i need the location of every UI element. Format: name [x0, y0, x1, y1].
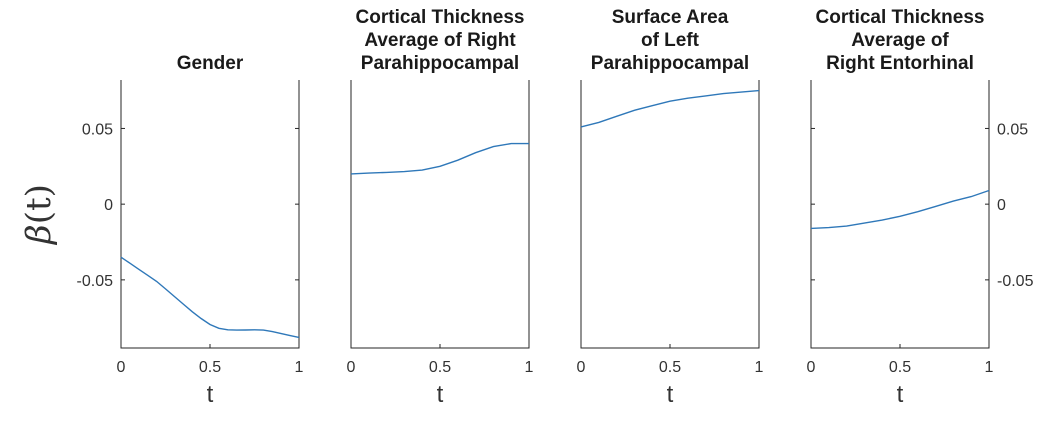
- series-line: [120, 256, 300, 339]
- x-axis-label: t: [207, 381, 214, 408]
- panel-3: Surface Area of Left Parahippocampal 0 0.5 1 t: [577, 7, 764, 408]
- panel-title-line: of Left: [641, 30, 700, 51]
- x-tick-label: 0.5: [429, 359, 451, 376]
- panel-title-line: Right Entorhinal: [826, 53, 974, 74]
- panel-title-line: Parahippocampal: [361, 53, 519, 74]
- panel-title: Cortical Thickness Average of Right Parahi…: [356, 7, 525, 74]
- panel-title-line: Cortical Thickness: [816, 7, 985, 28]
- x-tick-label: 1: [755, 359, 764, 376]
- series-line: [350, 142, 529, 175]
- y-tick-label: -0.05: [77, 273, 114, 290]
- axes-frame: [580, 80, 760, 349]
- series-line: [810, 189, 990, 230]
- x-tick-label: 0.5: [199, 359, 221, 376]
- axes-frame: [350, 80, 530, 349]
- panel-title-line: Cortical Thickness: [356, 7, 525, 28]
- panel-title-line: Average of: [851, 30, 949, 51]
- panel-2: Cortical Thickness Average of Right Parahi…: [347, 7, 534, 408]
- axes-frame: [810, 80, 990, 349]
- panel-1: Gender 0 0.5 1 0.05 0 -0.05 t: [77, 53, 304, 408]
- x-tick-label: 0: [577, 359, 586, 376]
- y-tick-label: 0: [997, 197, 1006, 214]
- y-axis-label: β(t): [19, 184, 59, 246]
- series-line: [580, 89, 760, 128]
- y-tick-label: 0: [104, 197, 113, 214]
- x-tick-label: 0: [807, 359, 816, 376]
- x-tick-label: 0: [117, 359, 126, 376]
- panel-title-line: Average of Right: [364, 30, 516, 51]
- panel-title-line: Parahippocampal: [591, 53, 749, 74]
- panel-title: Cortical Thickness Average of Right Entorh…: [816, 7, 985, 74]
- x-tick-label: 1: [525, 359, 534, 376]
- y-axis-label-symbol: β: [19, 224, 59, 246]
- x-tick-label: 0: [347, 359, 356, 376]
- x-tick-label: 1: [985, 359, 994, 376]
- x-tick-label: 0.5: [659, 359, 681, 376]
- panel-title-line: Gender: [177, 53, 244, 74]
- y-axis-label-arg: (t): [19, 184, 59, 224]
- panel-title-line: Surface Area: [612, 7, 729, 28]
- x-axis-label: t: [667, 381, 674, 408]
- y-tick-label: 0.05: [997, 121, 1028, 138]
- y-tick-label: 0.05: [82, 121, 113, 138]
- panel-title: Gender: [177, 53, 244, 74]
- panels: Gender 0 0.5 1 0.05 0 -0.05 t Cortical Thickness…: [77, 7, 1034, 408]
- panel-4: Cortical Thickness Average of Right Entorh…: [807, 7, 1034, 408]
- x-axis-label: t: [437, 381, 444, 408]
- y-tick-label: -0.05: [997, 273, 1034, 290]
- x-tick-label: 0.5: [889, 359, 911, 376]
- x-tick-label: 1: [295, 359, 304, 376]
- axes-frame: [120, 80, 300, 349]
- x-axis-label: t: [897, 381, 904, 408]
- panel-title: Surface Area of Left Parahippocampal: [591, 7, 749, 74]
